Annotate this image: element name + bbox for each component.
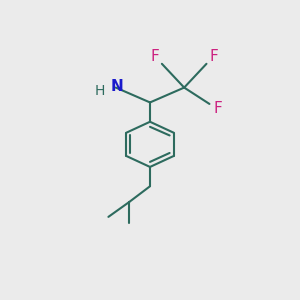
Text: F: F [150,49,159,64]
Text: F: F [209,49,218,64]
Text: F: F [214,101,223,116]
Text: H: H [94,84,105,98]
Text: N: N [111,79,124,94]
